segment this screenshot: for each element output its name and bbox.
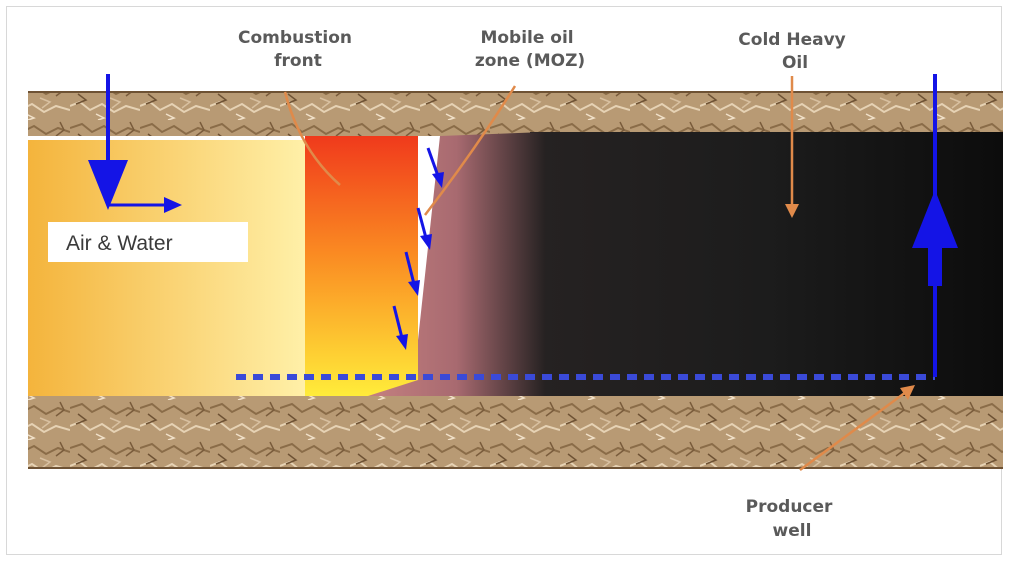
injector-right-arrow-icon: [164, 197, 182, 213]
moz-label-line2: zone (MOZ): [475, 51, 585, 71]
svg-text:Combustion front: Combustion front: [238, 28, 358, 71]
combustion-zone: [305, 136, 418, 396]
moz-pointer: [424, 85, 517, 216]
combustion-front-label-line2: front: [274, 51, 322, 71]
cold-heavy-oil-zone: [530, 132, 1003, 396]
flow-arrows: [392, 147, 444, 350]
moz-label-line1: Mobile oil: [480, 28, 573, 48]
cold-oil-arrow-icon: [785, 204, 799, 218]
producer-well-label-line2: well: [773, 521, 812, 541]
combustion-front-pointer: [283, 91, 341, 186]
producer-well-arrow-icon: [900, 385, 915, 400]
producer-up-arrow-icon: [912, 190, 958, 248]
cold-heavy-oil-label-line1: Cold Heavy: [738, 30, 845, 50]
air-water-box: [48, 222, 248, 262]
svg-text:Cold Heavy Oil: Cold Heavy Oil: [738, 30, 851, 73]
cold-heavy-oil-label-line2: Oil: [782, 53, 808, 73]
producer-well-pointer: [799, 390, 907, 472]
svg-text:Producer well: Producer well: [746, 497, 839, 541]
producer-well-label-line1: Producer: [746, 497, 833, 517]
lower-rock-layer: [28, 396, 1003, 468]
injector-down-arrow-icon: [88, 160, 128, 210]
air-water-zone: [28, 140, 305, 396]
combustion-front-label-line1: Combustion: [238, 28, 352, 48]
upper-rock-layer: [28, 92, 1003, 136]
air-water-label: Air & Water: [66, 232, 173, 255]
mobile-oil-zone: [368, 132, 545, 396]
svg-text:Mobile oil zone (MOZ): Mobile oil zone (MOZ): [475, 28, 585, 71]
